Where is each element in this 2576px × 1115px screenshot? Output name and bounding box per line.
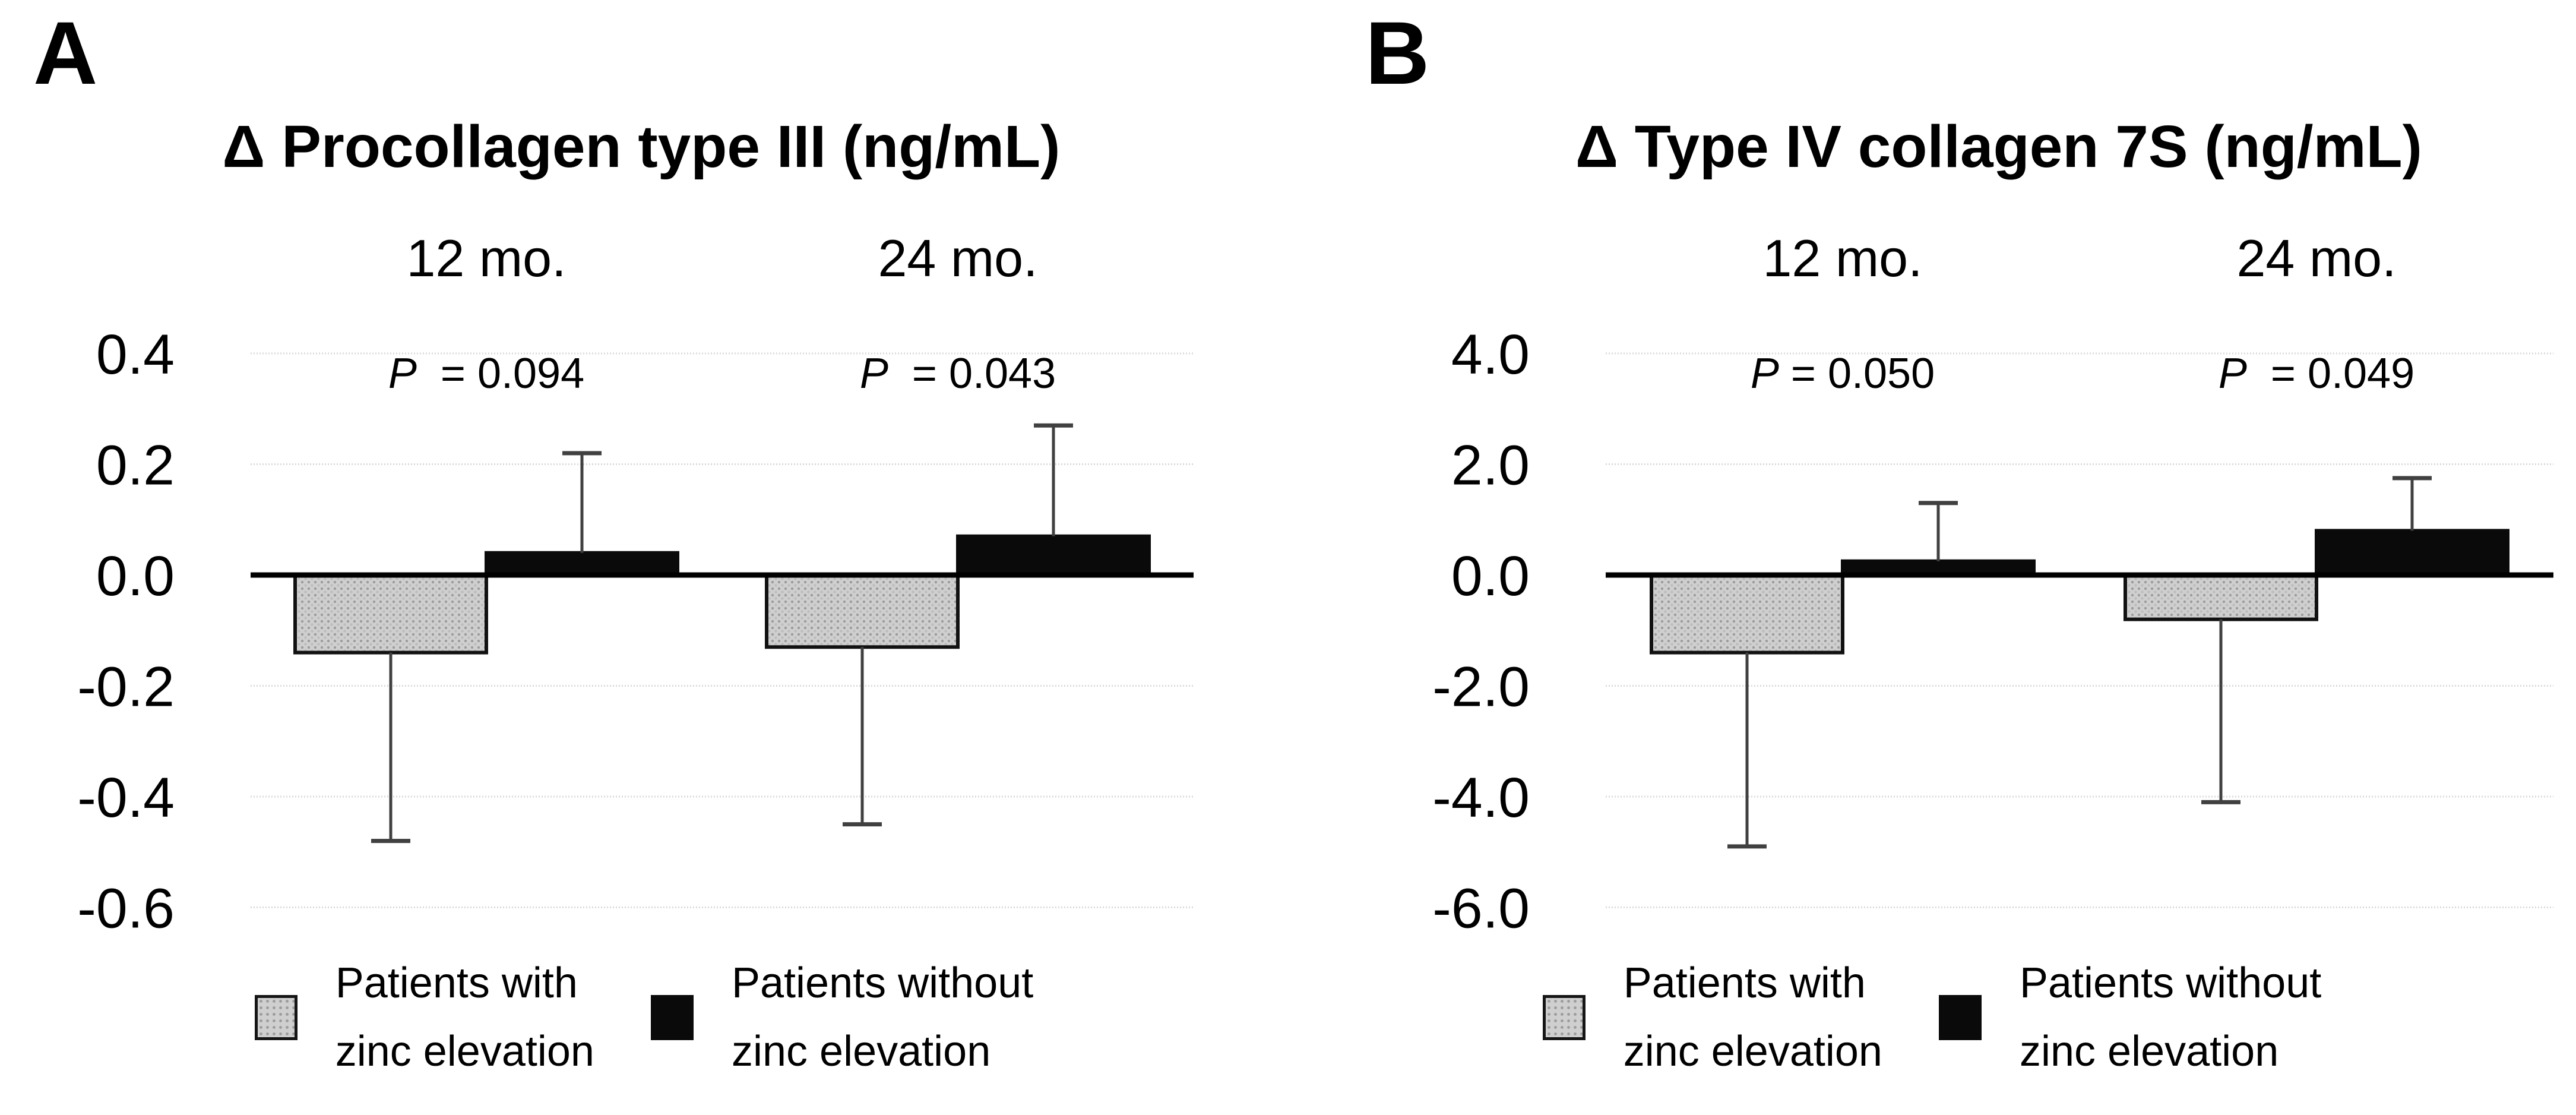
legend-label-line1: Patients with (335, 959, 578, 1007)
legend-label-line1: Patients with (1623, 959, 1866, 1007)
bar-chart-procollagen-type-iii: 0.4 0.2 0.0 -0.2 -0.4 -0.6 12 mo. P = 0.094 24 m… (77, 229, 1194, 940)
legend-label-without-zinc: Patients without zinc elevation (732, 949, 1033, 1086)
bar-with-zinc-12 mo. (1650, 573, 1844, 655)
group-label: 24 mo. (2236, 229, 2396, 288)
y-tick-label: 0.0 (1451, 545, 1530, 608)
bar-with-zinc-24 mo. (765, 573, 960, 649)
panel-a: A Δ Procollagen type III (ng/mL) 0.4 0.2 0… (0, 3, 1288, 1086)
legend-item-without-zinc: Patients without zinc elevation (650, 949, 1033, 1086)
bar-with-zinc-24 mo. (2124, 573, 2318, 621)
legend-swatch-with-zinc (254, 995, 298, 1041)
p-value-label: P = 0.050 (1751, 350, 1935, 397)
bar-chart-type-iv-collagen-7s: 4.0 2.0 0.0 -2.0 -4.0 -6.0 12 mo. P = 0.050 24 m… (1432, 229, 2553, 940)
legend-swatch-without-zinc (650, 995, 694, 1041)
group-label: 12 mo. (1762, 229, 1922, 288)
y-tick-label: 0.0 (96, 545, 175, 608)
legend: Patients with zinc elevation Patients wi… (1288, 949, 2576, 1086)
chart-title-procollagen: Δ Procollagen type III (ng/mL) (222, 113, 1061, 180)
panel-letter-a: A (33, 3, 98, 103)
legend-label-with-zinc: Patients with zinc elevation (1624, 949, 1882, 1086)
legend-label-without-zinc: Patients without zinc elevation (2020, 949, 2321, 1086)
legend-label-line1: Patients without (731, 959, 1034, 1007)
bar-without-zinc-12 mo. (485, 551, 679, 577)
bar-without-zinc-24 mo. (2315, 529, 2509, 577)
y-tick-label: -2.0 (1432, 656, 1530, 719)
y-tick-label: -0.2 (77, 656, 175, 719)
y-tick-label: 0.4 (96, 323, 175, 386)
legend-swatch-without-zinc (1938, 995, 1982, 1041)
y-tick-label: -0.4 (77, 766, 175, 829)
legend-label-line2: zinc elevation (731, 1028, 991, 1076)
p-value-label: P = 0.043 (860, 350, 1056, 397)
y-tick-label: -6.0 (1432, 877, 1530, 940)
panel-b: B Δ Type IV collagen 7S (ng/mL) 4.0 2.0 0.… (1288, 0, 2576, 1115)
y-tick-label: -4.0 (1432, 766, 1530, 829)
legend-item-with-zinc: Patients with zinc elevation (1542, 949, 1882, 1086)
bar-without-zinc-24 mo. (956, 534, 1151, 577)
y-tick-label: 0.2 (96, 434, 175, 497)
p-value-label: P = 0.094 (388, 350, 584, 397)
y-tick-label: -0.6 (77, 877, 175, 940)
legend: Patients with zinc elevation Patients wi… (0, 949, 1288, 1086)
group-label: 24 mo. (878, 229, 1037, 288)
legend-label-line1: Patients without (2019, 959, 2322, 1007)
legend-label-with-zinc: Patients with zinc elevation (336, 949, 594, 1086)
p-value-label: P = 0.049 (2219, 350, 2414, 397)
y-tick-label: 2.0 (1451, 434, 1530, 497)
group-label: 12 mo. (406, 229, 566, 288)
legend-label-line2: zinc elevation (2019, 1028, 2279, 1076)
legend-item-with-zinc: Patients with zinc elevation (254, 949, 594, 1086)
chart-title-type-iv-collagen: Δ Type IV collagen 7S (ng/mL) (1575, 113, 2422, 180)
legend-swatch-with-zinc (1542, 995, 1586, 1041)
panel-letter-b: B (1365, 3, 1430, 103)
bar-with-zinc-12 mo. (293, 573, 488, 655)
legend-item-without-zinc: Patients without zinc elevation (1938, 949, 2321, 1086)
legend-label-line2: zinc elevation (335, 1028, 594, 1076)
y-tick-label: 4.0 (1451, 323, 1530, 386)
legend-label-line2: zinc elevation (1623, 1028, 1882, 1076)
